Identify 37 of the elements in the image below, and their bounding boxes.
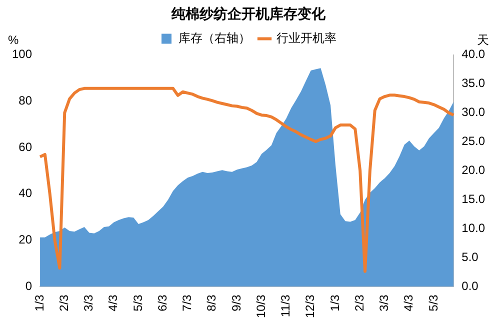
x-tick-label: 4/3	[106, 294, 120, 312]
y2-tick-label: 5.0	[462, 250, 479, 264]
x-tick-label: 3/3	[377, 294, 392, 312]
x-tick-label: 9/3	[229, 294, 244, 312]
y-tick-label: 20	[18, 232, 32, 247]
x-tick-label: 12/3	[303, 294, 318, 318]
x-tick-label: 6/3	[155, 294, 170, 312]
x-tick-label: 8/3	[204, 294, 219, 312]
y-axis-title: %	[8, 33, 19, 48]
x-tick-label: 10/3	[254, 294, 268, 318]
x-tick-label: 2/3	[56, 294, 71, 312]
x-tick-label: 4/3	[402, 294, 416, 312]
x-tick-label: 11/3	[278, 294, 293, 318]
legend-label: 库存（右轴）	[178, 31, 250, 46]
y2-tick-label: 20.0	[462, 163, 486, 178]
y2-tick-label: 0.0	[462, 278, 479, 293]
x-tick-label: 5/3	[426, 294, 440, 312]
legend-label: 行业开机率	[276, 31, 336, 46]
x-tick-label: 2/3	[352, 294, 366, 312]
y2-tick-label: 15.0	[462, 192, 486, 206]
x-tick-label: 1/3	[32, 294, 46, 312]
x-tick-label: 3/3	[82, 294, 96, 312]
y2-axis-title: 天	[477, 33, 489, 48]
y-tick-label: 0	[25, 278, 32, 293]
x-tick-label: 5/3	[130, 294, 145, 312]
y2-tick-label: 10.0	[462, 220, 486, 235]
y-tick-label: 60	[18, 140, 32, 154]
y2-tick-label: 30.0	[462, 105, 486, 120]
y2-tick-label: 25.0	[462, 134, 486, 148]
y-tick-label: 100	[12, 47, 32, 62]
chart-title: 纯棉纱纺企开机库存变化	[170, 5, 326, 22]
y2-tick-label: 35.0	[462, 76, 486, 90]
y2-tick-label: 40.0	[462, 47, 486, 62]
x-tick-label: 7/3	[180, 294, 194, 312]
y-tick-label: 40	[18, 186, 32, 200]
x-tick-label: 1/3	[328, 294, 342, 312]
y-tick-label: 80	[18, 93, 32, 108]
